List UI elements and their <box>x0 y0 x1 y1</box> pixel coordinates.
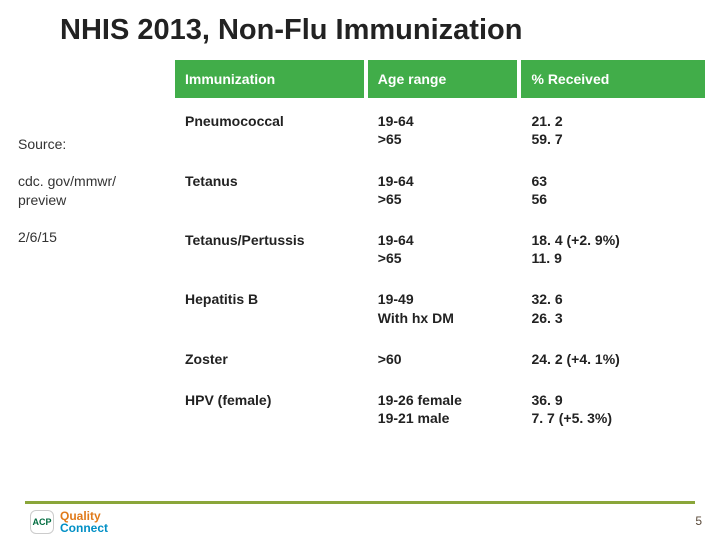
col-header-immunization: Immunization <box>175 60 366 100</box>
cell-age: 19-64>65 <box>366 160 520 219</box>
cell-immunization: Tetanus <box>175 160 366 219</box>
table-row: HPV (female)19-26 female19-21 male36. 9 … <box>175 379 705 438</box>
cell-age: >60 <box>366 338 520 379</box>
cell-pct: 24. 2 (+4. 1%) <box>519 338 705 379</box>
immunization-table: Immunization Age range % Received Pneumo… <box>175 60 705 440</box>
table-row: Pneumococcal19-64>6521. 259. 7 <box>175 100 705 160</box>
logo-text: Quality Connect <box>60 510 108 534</box>
source-label: Source: <box>18 135 168 154</box>
cell-pct: 18. 4 (+2. 9%)11. 9 <box>519 219 705 278</box>
cell-age: 19-49With hx DM <box>366 279 520 338</box>
cell-immunization: Hepatitis B <box>175 279 366 338</box>
table-row: Tetanus19-64>656356 <box>175 160 705 219</box>
side-panel <box>0 60 175 455</box>
acp-badge-icon: ACP <box>30 510 54 534</box>
cell-age: 19-64>65 <box>366 100 520 160</box>
source-date: 2/6/15 <box>18 228 168 247</box>
table-header-row: Immunization Age range % Received <box>175 60 705 100</box>
footer-logo: ACP Quality Connect <box>30 510 108 534</box>
cell-pct: 36. 9 7. 7 (+5. 3%) <box>519 379 705 438</box>
cell-age: 19-64>65 <box>366 219 520 278</box>
cell-pct: 32. 626. 3 <box>519 279 705 338</box>
source-url: cdc. gov/mmwr/ preview <box>18 172 168 210</box>
cell-immunization: HPV (female) <box>175 379 366 438</box>
immunization-table-wrap: Immunization Age range % Received Pneumo… <box>175 60 705 440</box>
page-number: 5 <box>695 514 702 528</box>
cell-age: 19-26 female19-21 male <box>366 379 520 438</box>
table-row: Hepatitis B19-49With hx DM32. 626. 3 <box>175 279 705 338</box>
table-row: Zoster>6024. 2 (+4. 1%) <box>175 338 705 379</box>
page-title: NHIS 2013, Non-Flu Immunization <box>0 0 720 59</box>
cell-pct: 21. 259. 7 <box>519 100 705 160</box>
cell-immunization: Zoster <box>175 338 366 379</box>
table-row: Tetanus/Pertussis19-64>6518. 4 (+2. 9%)1… <box>175 219 705 278</box>
cell-immunization: Pneumococcal <box>175 100 366 160</box>
bottom-rule <box>25 501 695 504</box>
cell-pct: 6356 <box>519 160 705 219</box>
col-header-pct: % Received <box>519 60 705 100</box>
source-block: Source: cdc. gov/mmwr/ preview 2/6/15 <box>18 135 168 247</box>
col-header-age: Age range <box>366 60 520 100</box>
cell-immunization: Tetanus/Pertussis <box>175 219 366 278</box>
logo-word-connect: Connect <box>60 522 108 534</box>
